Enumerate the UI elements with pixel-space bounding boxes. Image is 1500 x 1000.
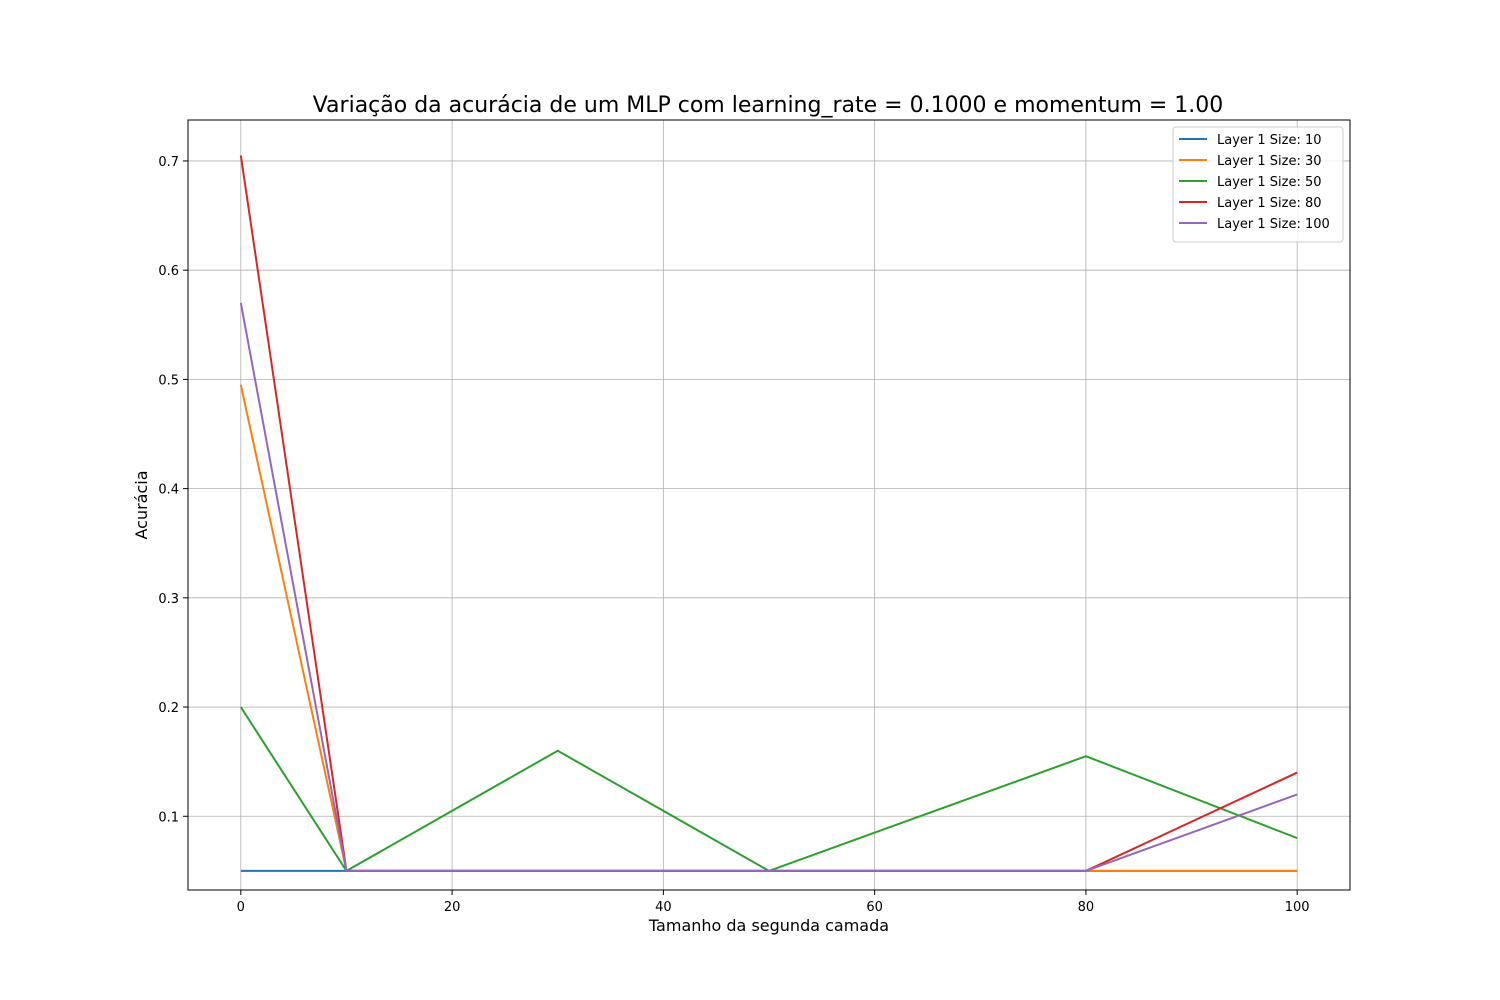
chart-title: Variação da acurácia de um MLP com learn… bbox=[313, 93, 1224, 118]
y-tick-label: 0.6 bbox=[158, 264, 179, 279]
legend-label: Layer 1 Size: 50 bbox=[1217, 175, 1322, 190]
legend-label: Layer 1 Size: 30 bbox=[1217, 154, 1322, 169]
series-line-3 bbox=[239, 706, 1298, 873]
plot-area-frame bbox=[187, 119, 1351, 891]
series-line-5 bbox=[239, 302, 1298, 872]
x-tick-label: 0 bbox=[237, 900, 245, 915]
y-tick-label: 0.3 bbox=[158, 592, 179, 607]
x-tick-label: 20 bbox=[444, 900, 461, 915]
grid-lines bbox=[188, 120, 1350, 890]
y-tick-label: 0.1 bbox=[158, 810, 179, 825]
axis-ticks: 0 20 40 60 80 100 0.1 0.2 0.3 0.4 0.5 0.6 0.7 bbox=[158, 155, 1309, 915]
x-axis-label: Tamanho da segunda camada bbox=[648, 916, 889, 935]
legend-box bbox=[1172, 126, 1344, 243]
y-tick-label: 0.4 bbox=[158, 483, 179, 498]
y-axis-label: Acurácia bbox=[132, 470, 151, 539]
x-tick-label: 80 bbox=[1078, 900, 1095, 915]
x-tick-label: 40 bbox=[655, 900, 672, 915]
legend-label: Layer 1 Size: 80 bbox=[1217, 196, 1322, 211]
y-tick-label: 0.7 bbox=[158, 155, 179, 170]
x-tick-label: 100 bbox=[1285, 900, 1310, 915]
legend-label: Layer 1 Size: 10 bbox=[1217, 133, 1322, 148]
legend-label: Layer 1 Size: 100 bbox=[1217, 217, 1330, 232]
legend: Layer 1 Size: 10 Layer 1 Size: 30 Layer 1 … bbox=[1172, 126, 1344, 243]
y-tick-label: 0.5 bbox=[158, 373, 179, 388]
x-tick-label: 60 bbox=[866, 900, 883, 915]
data-series bbox=[239, 155, 1298, 873]
y-tick-label: 0.2 bbox=[158, 701, 179, 716]
